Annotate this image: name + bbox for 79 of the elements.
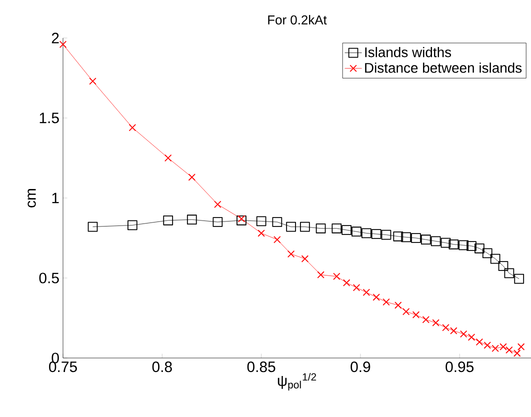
point [498,261,508,271]
point [440,238,451,248]
point [474,243,484,254]
point [504,268,514,278]
point [352,226,362,237]
point [514,350,521,357]
point [430,236,441,246]
point [59,40,67,48]
point [460,330,468,338]
x-tick-label: 0.95 [446,362,474,372]
chart-title: For 0.2kAt [268,14,327,24]
point [258,230,265,237]
y-axis-title: cm [28,189,36,208]
point [300,222,310,232]
point [442,324,450,332]
y-tick-label: 1.5 [40,112,59,124]
point [394,302,402,309]
point [371,229,382,239]
point [286,222,296,232]
x-tick-label: 0.8 [152,362,172,372]
point [402,308,410,316]
x-tick-label: 0.9 [350,362,370,372]
point [422,316,430,324]
point [274,236,281,244]
point [301,255,309,262]
point [128,124,136,132]
point [316,223,326,234]
point [372,294,380,301]
point [450,327,458,334]
point [393,231,404,242]
point [381,230,392,240]
point [342,279,350,286]
point [287,250,295,258]
y-tick-label: 2 [52,32,59,44]
point [212,217,223,227]
point [333,272,340,280]
point [238,215,246,222]
point [317,271,324,278]
point [476,338,484,346]
x-tick-label: 0.85 [247,362,276,372]
point [382,298,390,306]
point [352,284,360,292]
point [256,216,266,226]
point [432,319,440,326]
point [236,215,246,226]
point [272,217,282,227]
point [164,154,172,162]
point [332,223,342,234]
point [420,234,431,245]
point [188,174,196,181]
point [466,241,476,251]
y-tick-label: 0 [52,352,59,364]
point [458,240,469,250]
point [412,311,420,318]
point [89,78,96,85]
point [127,220,138,230]
y-tick-label: 0.5 [39,272,59,284]
point [361,228,372,238]
point [214,200,222,208]
point [342,225,352,235]
point [186,214,197,225]
x-tick-label: 0.75 [49,362,77,372]
point [517,343,525,350]
point [490,254,500,264]
point [482,248,492,258]
x-axis-title: ψ$_{pol}$1/2 [278,372,316,391]
point [484,342,491,349]
point [448,239,459,250]
point [411,233,421,243]
point [506,346,513,354]
legend-label: Distance between islands [365,62,522,73]
y-tick-label: 1 [52,192,59,204]
point [468,334,476,341]
point [88,222,98,232]
legend-label: Islands widths [365,46,452,58]
point [514,274,524,284]
point [401,232,412,242]
point [362,288,370,296]
point [163,215,174,226]
